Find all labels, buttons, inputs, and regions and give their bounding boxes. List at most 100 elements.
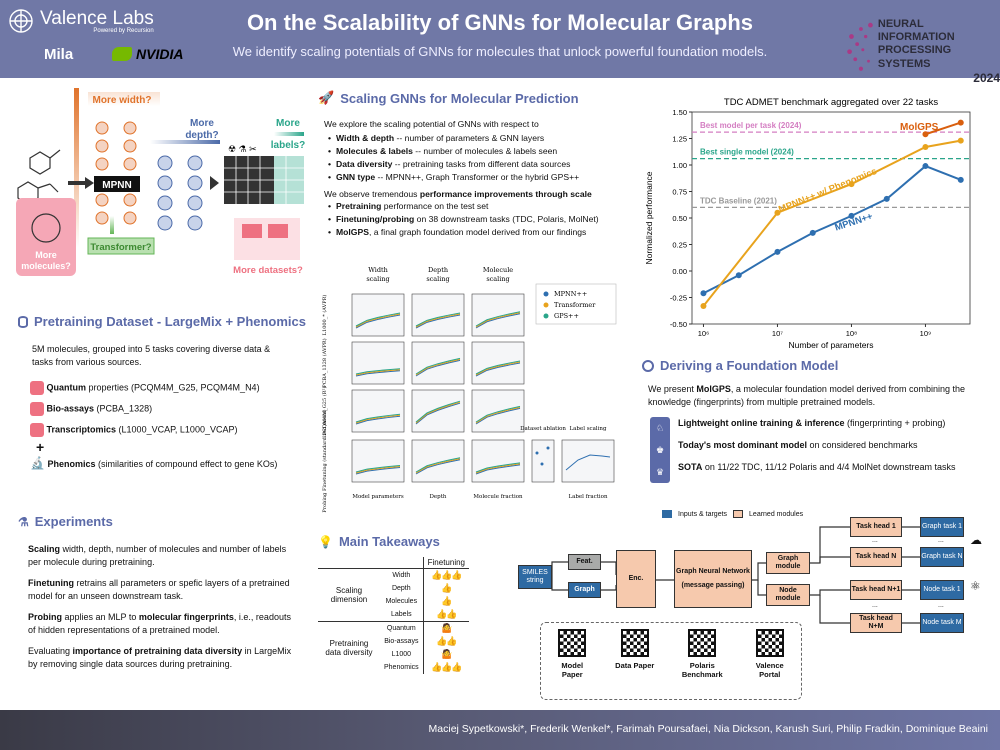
qr-polaris[interactable]: Polaris Benchmark: [677, 629, 727, 699]
data-point: [922, 131, 929, 138]
series-line: [703, 164, 962, 295]
shrug-icon: 🤷: [422, 621, 469, 635]
atom-icon: ⚛: [970, 579, 981, 593]
bioassay-bold: Bio-assays: [46, 403, 95, 414]
overview-figure: More molecules? MPNN More width? More de…: [10, 88, 310, 288]
header-bar: Valence Labs Powered by Recursion Mila N…: [0, 0, 1000, 85]
nvidia-eye-icon: [112, 47, 132, 61]
grid-col-title: Depth: [428, 266, 448, 274]
data-point: [809, 229, 816, 236]
compass-icon: [642, 359, 654, 372]
grid-x-label: Molecule fraction: [473, 494, 523, 500]
experiments-heading-text: Experiments: [34, 514, 113, 529]
shrug-icon: 🤷: [422, 648, 469, 661]
exp-para-scaling: Scaling width, depth, number of molecule…: [28, 543, 300, 569]
scaling-grid-figure: Width scaling Depth scaling Molecule scaling L…: [318, 258, 640, 523]
grid-panel: [471, 439, 525, 483]
experiments-heading: ⚗ Experiments: [18, 514, 308, 529]
hazard-icons: ☢ ⚗ ✂: [228, 144, 257, 154]
takeaway-row-label: Quantum: [380, 621, 424, 635]
grid-series-line: [415, 401, 461, 424]
tdc-chart-svg: TDC ADMET benchmark aggregated over 22 t…: [644, 97, 971, 350]
takeaways-table: Finetuning Scaling dimension Width 👍👍👍 Dep…: [318, 557, 469, 674]
more-width-label: More width?: [93, 95, 152, 106]
y-axis-label: Normalized performance: [644, 171, 654, 264]
grid-series-line: [475, 405, 521, 423]
qr-label: Polaris Benchmark: [681, 661, 723, 679]
gnn-box: Graph Neural Network (message passing): [674, 550, 752, 608]
takeaways-section: 💡 Main Takeaways Finetuning Scaling dimen…: [318, 534, 518, 674]
scaling-heading: 🚀 Scaling GNNs for Molecular Prediction: [318, 90, 638, 106]
node-task-1: Node task 1: [920, 580, 964, 600]
grid-series-line: [415, 402, 461, 425]
dominant-icon: ♚: [655, 445, 665, 456]
foundation-item: Today's most dominant model on considere…: [678, 440, 918, 451]
grid-series-line: [355, 414, 401, 424]
qr-code-icon[interactable]: [558, 629, 587, 657]
scaling-bullet: Width & depth -- number of parameters & …: [328, 132, 638, 145]
footer-bar: Maciej Sypetkowski*, Frederik Wenkel*, F…: [0, 710, 1000, 750]
conf-line1: NEURAL INFORMATION: [877, 18, 955, 44]
grid-series-line: [355, 313, 401, 328]
legend-learned: Learned modules: [749, 510, 804, 518]
dots: ...: [872, 602, 878, 609]
grid-row-label: PCQM4M_G25 (R²): [321, 387, 328, 436]
ablation-point: [535, 451, 539, 455]
task-head-N: Task head N: [850, 547, 902, 567]
grid-series-line: [475, 463, 521, 474]
brand-sub: Powered by Recursion: [93, 27, 154, 34]
exp-finetuning-rest: retrains all parameters or spefic layers…: [28, 578, 290, 602]
ablation-point: [540, 462, 544, 466]
qr-valence-portal[interactable]: Valence Portal: [750, 629, 790, 699]
qr-code-icon[interactable]: [620, 629, 649, 657]
foundation-list: ♘ ♚ ♛ Lightweight online training & infere…: [650, 417, 992, 484]
grid-panel: [471, 389, 525, 433]
arch-legend: Inputs & targets Learned modules: [662, 510, 803, 518]
grid-x-label: Model parameters: [352, 494, 403, 500]
pretraining-heading-text: Pretraining Dataset - LargeMix + Phenomi…: [34, 314, 306, 329]
lightweight-icon: ♘: [655, 423, 665, 434]
exp-probing-rest: applies an MLP to: [62, 612, 139, 623]
more-labels-2: labels?: [271, 140, 305, 151]
grid-legend-marker: [543, 302, 549, 308]
grid-panel: [351, 341, 405, 385]
scaling-intro: We explore the scaling potential of GNNs…: [324, 119, 539, 129]
thumbs-icon: 👍👍👍: [422, 661, 469, 674]
valence-logo-mark: [9, 9, 33, 33]
grid-series-line: [355, 467, 401, 475]
lightbulb-icon: 💡: [318, 534, 333, 549]
ablation-panel: [531, 439, 555, 483]
x-axis-label: Number of parameters: [788, 340, 873, 350]
qr-code-icon[interactable]: [688, 629, 717, 657]
dots: ...: [938, 537, 944, 544]
foundation-intro: We present MolGPS, a molecular foundatio…: [648, 384, 966, 408]
grid-series-line: [415, 314, 461, 329]
quantum-icon: [30, 381, 44, 396]
bioassay-rest: (PCBA_1328): [94, 403, 153, 414]
more-depth-2: depth?: [185, 130, 218, 141]
mpnn-label: MPNN: [102, 180, 131, 191]
takeaways-col-header: Finetuning: [422, 557, 469, 569]
y-tick-label: 0.50: [672, 214, 687, 223]
exp-probing-rest2: , i.e., readouts of hidden representatio…: [28, 612, 291, 636]
dots: ...: [872, 537, 878, 544]
dots: ...: [938, 602, 944, 609]
grid-series-line: [475, 462, 521, 473]
scaling-bullet: GNN type -- MPNN++, Graph Transformer or…: [328, 171, 638, 184]
y-tick-label: 1.00: [672, 161, 687, 170]
foundation-item: SOTA on 11/22 TDC, 11/12 Polaris and 4/4…: [678, 462, 956, 473]
task-head-1: Task head 1: [850, 517, 902, 537]
data-point: [957, 119, 964, 126]
transcriptomics-icon: [30, 423, 44, 438]
grid-series-line: [415, 312, 461, 327]
conf-line2: PROCESSING SYSTEMS: [877, 44, 952, 70]
more-molecules-1: More: [35, 250, 57, 260]
reference-label: Best model per task (2024): [700, 121, 802, 130]
scaling-bullets-2: Pretraining performance on the test set …: [328, 200, 638, 239]
qr-model-paper[interactable]: Model Paper: [552, 629, 592, 699]
foundation-heading: Deriving a Foundation Model: [642, 358, 992, 373]
qr-code-icon[interactable]: [755, 629, 784, 657]
encoder-box: Enc.: [616, 550, 656, 608]
qr-data-paper[interactable]: Data Paper: [615, 629, 655, 699]
grid-series-line: [355, 413, 401, 423]
